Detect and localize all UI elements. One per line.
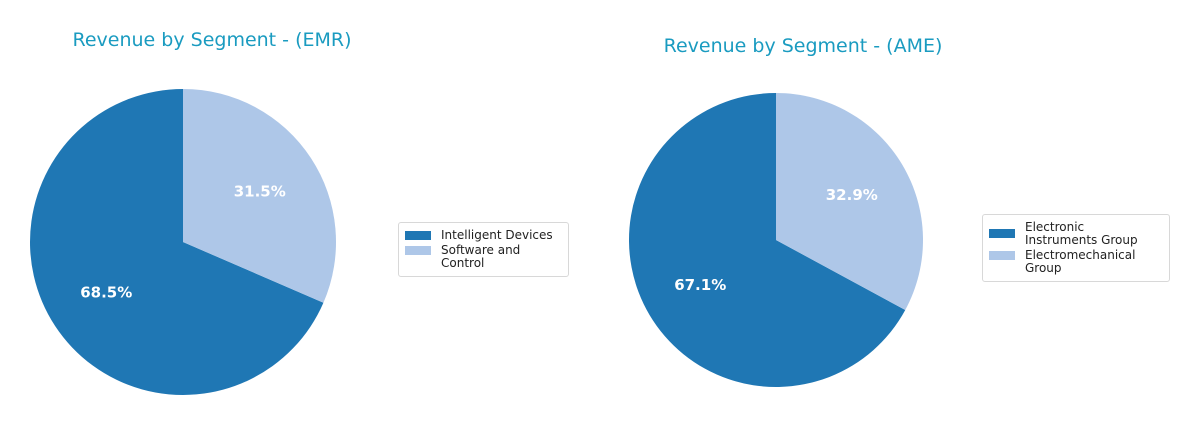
pie-slice-ame-0 [629, 93, 906, 387]
pie-pct-label: 67.1% [674, 276, 726, 294]
legend-swatch [405, 231, 431, 240]
chart-title-emr: Revenue by Segment - (EMR) [73, 29, 352, 51]
legend-label: Electronic Instruments Group [1025, 220, 1138, 247]
pie-slice-emr-0 [29, 89, 324, 395]
pie-slice-ame-1 [776, 93, 923, 311]
legend-label: Intelligent Devices [441, 228, 553, 242]
legend-item: Electronic Instruments Group [989, 221, 1163, 247]
legend-item: Software and Control [405, 244, 562, 270]
legend-ame: Electronic Instruments Group Electromech… [982, 214, 1170, 282]
pie-pct-label: 68.5% [80, 283, 132, 301]
chart-title-ame: Revenue by Segment - (AME) [664, 35, 943, 57]
pie-pct-label: 31.5% [234, 183, 286, 201]
legend-swatch [989, 251, 1015, 260]
pie-pct-label: 32.9% [826, 186, 878, 204]
legend-swatch [989, 229, 1015, 238]
legend-item: Intelligent Devices [405, 229, 562, 242]
legend-emr: Intelligent Devices Software and Control [398, 222, 569, 277]
pie-slice-emr-1 [183, 89, 336, 303]
legend-label: Electromechanical Group [1025, 248, 1136, 275]
legend-swatch [405, 246, 431, 255]
legend-label: Software and Control [441, 243, 521, 270]
legend-item: Electromechanical Group [989, 249, 1163, 275]
